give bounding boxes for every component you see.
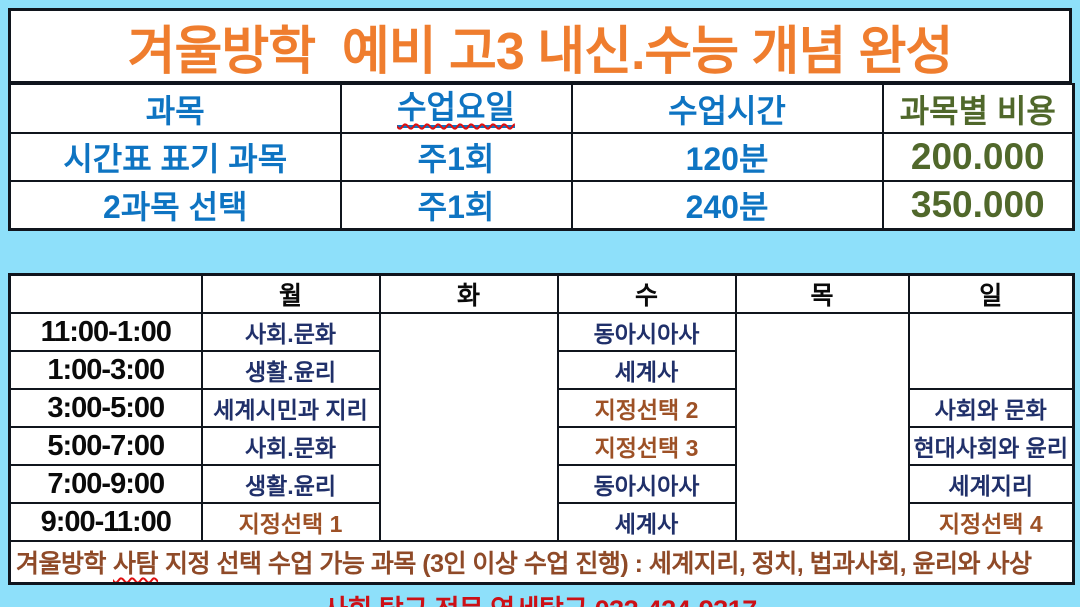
pricing-cell-days: 주1회: [339, 132, 573, 182]
pricing-col-duration: 수업시간: [570, 83, 884, 134]
schedule-cell-thu-empty: [734, 312, 910, 542]
note-lead-text: 겨울방학: [16, 549, 107, 578]
pricing-cell-duration: 240분: [570, 180, 884, 231]
schedule-row: 5:00-7:00 사회.문화 지정선택 3 현대사회와 윤리: [8, 426, 1075, 466]
schedule-cell-tue-empty: [378, 312, 559, 542]
day-header-thu: 목: [734, 273, 910, 314]
time-slot: 11:00-1:00: [8, 312, 203, 352]
schedule-row: 1:00-3:00 생활.윤리 세계사: [8, 350, 1074, 390]
schedule-corner-cell: [8, 273, 203, 314]
schedule-cell-mon-0: 사회.문화: [200, 312, 381, 352]
schedule-cell-mon-4: 생활.윤리: [200, 464, 381, 504]
pricing-col-days: 수업요일: [339, 83, 573, 134]
schedule-cell-sun-empty: [907, 312, 1075, 390]
schedule-cell-wed-2: 지정선택 2: [556, 388, 737, 428]
schedule-row: 9:00-11:00 지정선택 1 세계사 지정선택 4: [8, 502, 1075, 542]
pricing-col-days-label: 수업요일: [397, 89, 515, 126]
note-rest-text: 지정 선택 수업 가능 과목 (3인 이상 수업 진행) : 세계지리, 정치,…: [165, 549, 1032, 578]
day-header-wed: 수: [556, 273, 737, 314]
schedule-cell-mon-5: 지정선택 1: [200, 502, 381, 542]
time-slot: 1:00-3:00: [8, 350, 203, 390]
pricing-header-row: 과목 수업요일 수업시간 과목별 비용: [8, 83, 1075, 134]
pricing-cell-days: 주1회: [339, 180, 573, 231]
pricing-cell-subject: 시간표 표기 과목: [8, 132, 342, 182]
pricing-row: 시간표 표기 과목 주1회 120분 200.000: [8, 132, 1075, 182]
schedule-row: 7:00-9:00 생활.윤리 동아시아사 세계지리: [8, 464, 1075, 504]
schedule-note-row: 겨울방학 사탐 지정 선택 수업 가능 과목 (3인 이상 수업 진행) : 세계지…: [8, 540, 1075, 584]
schedule-cell-wed-5: 세계사: [556, 502, 737, 542]
spacer: [8, 231, 1072, 273]
schedule-cell-wed-1: 세계사: [556, 350, 737, 390]
schedule-cell-wed-4: 동아시아사: [556, 464, 737, 504]
page-title: 겨울방학 예비 고3 내신.수능 개념 완성: [8, 8, 1072, 83]
pricing-row: 2과목 선택 주1회 240분 350.000: [8, 180, 1075, 231]
schedule-cell-sun-2: 사회와 문화: [907, 388, 1075, 428]
schedule-cell-wed-0: 동아시아사: [556, 312, 737, 352]
pricing-cell-duration: 120분: [570, 132, 884, 182]
time-slot: 9:00-11:00: [8, 502, 203, 542]
schedule-cell-sun-3: 현대사회와 윤리: [907, 426, 1075, 466]
note-misspelled-text: 사탐: [113, 549, 159, 578]
pricing-cell-price: 350.000: [881, 180, 1075, 231]
time-slot: 7:00-9:00: [8, 464, 203, 504]
schedule-row: 11:00-1:00 사회.문화 동아시아사: [8, 312, 1075, 542]
contact-line: 사회 탐구 전문 연세탐구 032-424-9317: [8, 588, 1072, 607]
schedule-cell-sun-5: 지정선택 4: [907, 502, 1075, 542]
schedule-note: 겨울방학 사탐 지정 선택 수업 가능 과목 (3인 이상 수업 진행) : 세계지…: [8, 540, 1075, 584]
schedule-row: 3:00-5:00 세계시민과 지리 지정선택 2 사회와 문화: [8, 388, 1075, 428]
day-header-sun: 일: [907, 273, 1075, 314]
schedule-header-row: 월 화 수 목 일: [8, 273, 1075, 314]
pricing-cell-price: 200.000: [881, 132, 1075, 182]
schedule-cell-mon-3: 사회.문화: [200, 426, 381, 466]
time-slot: 5:00-7:00: [8, 426, 203, 466]
pricing-col-subject: 과목: [8, 83, 342, 134]
schedule-cell-mon-1: 생활.윤리: [200, 350, 381, 390]
day-header-mon: 월: [200, 273, 381, 314]
schedule-table: 월 화 수 목 일 11:00-1:00 사회.문화 동아시아사 1:00-3:…: [8, 273, 1075, 585]
schedule-cell-wed-3: 지정선택 3: [556, 426, 737, 466]
schedule-cell-mon-2: 세계시민과 지리: [200, 388, 381, 428]
pricing-cell-subject: 2과목 선택: [8, 180, 342, 231]
day-header-tue: 화: [378, 273, 559, 314]
pricing-col-price: 과목별 비용: [881, 83, 1075, 134]
page-title-text: 겨울방학 예비 고3 내신.수능 개념 완성: [127, 22, 954, 81]
time-slot: 3:00-5:00: [8, 388, 203, 428]
pricing-table: 과목 수업요일 수업시간 과목별 비용 시간표 표기 과목 주1회 120분 2…: [8, 83, 1075, 231]
schedule-cell-sun-4: 세계지리: [907, 464, 1075, 504]
